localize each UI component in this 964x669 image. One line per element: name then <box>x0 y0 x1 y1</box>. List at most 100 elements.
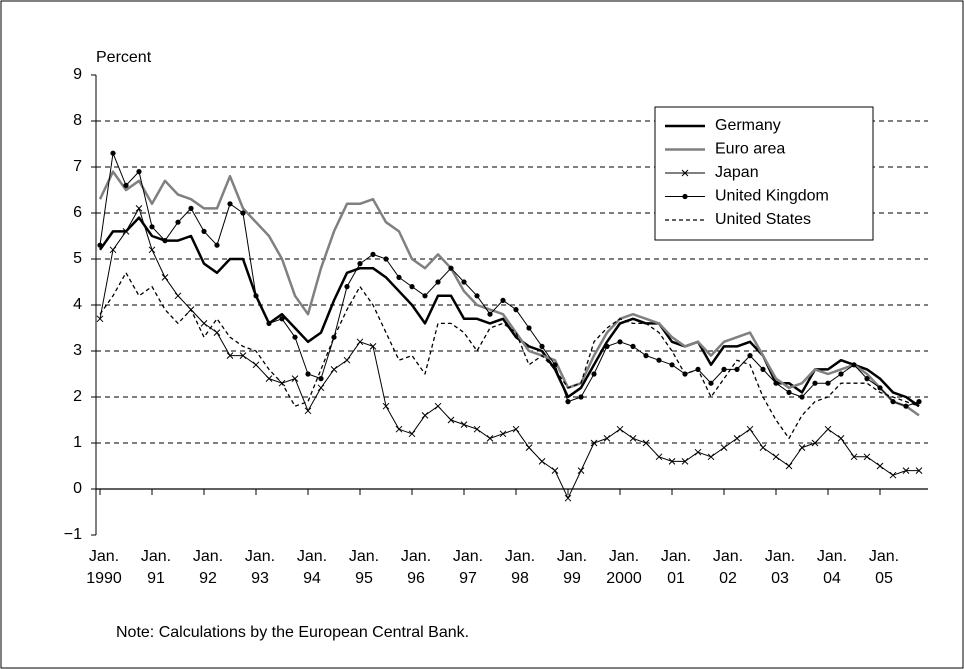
marker <box>785 462 793 470</box>
marker <box>174 292 182 300</box>
marker <box>708 380 714 386</box>
marker <box>786 389 792 395</box>
marker <box>486 435 494 442</box>
marker <box>525 444 533 451</box>
x-tick-label: Jan. 01 <box>661 548 691 587</box>
marker <box>643 353 649 359</box>
marker <box>408 430 416 438</box>
marker <box>161 274 169 281</box>
marker <box>292 334 298 340</box>
marker <box>863 453 871 461</box>
legend-label: United Kingdom <box>715 188 829 205</box>
x-tick-label: Jan. 04 <box>817 548 847 587</box>
marker <box>435 279 441 285</box>
marker <box>344 284 350 290</box>
marker <box>838 371 844 377</box>
marker <box>421 412 429 419</box>
line <box>98 170 920 417</box>
marker <box>760 366 766 372</box>
marker <box>798 444 806 451</box>
marker <box>265 375 273 382</box>
y-tick-label: 5 <box>73 250 82 267</box>
marker <box>825 380 831 386</box>
y-tick-label: 7 <box>73 158 82 175</box>
marker <box>343 356 351 364</box>
marker <box>824 425 832 433</box>
marker <box>266 320 272 326</box>
marker <box>356 338 364 346</box>
marker <box>629 435 637 442</box>
marker <box>694 448 702 456</box>
x-tick-label: Jan. 99 <box>557 548 587 587</box>
marker <box>148 246 156 254</box>
marker <box>109 246 117 254</box>
line <box>99 272 920 440</box>
marker <box>317 384 325 392</box>
line <box>99 152 920 407</box>
marker <box>890 399 896 405</box>
marker <box>409 284 415 290</box>
marker <box>96 315 104 323</box>
marker <box>447 416 455 424</box>
x-tick-label: Jan. 03 <box>765 548 795 587</box>
marker <box>590 439 598 447</box>
marker <box>279 316 285 322</box>
legend-label: United States <box>715 211 811 228</box>
marker <box>734 366 740 372</box>
y-tick-label: 3 <box>73 342 82 359</box>
marker <box>812 380 818 386</box>
marker <box>539 343 545 349</box>
marker <box>746 425 754 433</box>
y-tick-label: 6 <box>73 204 82 221</box>
marker <box>188 205 194 211</box>
marker <box>889 471 897 479</box>
marker <box>318 376 324 382</box>
marker <box>499 430 507 438</box>
marker <box>577 467 585 474</box>
marker <box>214 242 220 248</box>
series <box>98 170 920 417</box>
marker <box>656 357 662 363</box>
marker <box>538 458 546 465</box>
marker <box>304 407 312 415</box>
marker <box>864 376 870 382</box>
x-tick-label: Jan. 95 <box>349 548 379 587</box>
marker <box>915 467 923 474</box>
x-tick-label: Jan. 92 <box>193 548 223 587</box>
x-tick-label: Jan. 96 <box>401 548 431 587</box>
legend-label: Japan <box>715 164 759 181</box>
marker <box>395 425 403 433</box>
marker <box>149 224 155 230</box>
series <box>99 272 920 440</box>
marker <box>473 425 481 433</box>
x-tick-label: Jan. 97 <box>453 548 483 587</box>
marker <box>162 238 168 244</box>
marker <box>240 210 246 216</box>
marker <box>617 339 623 345</box>
marker <box>135 205 143 212</box>
legend-marker <box>681 169 689 177</box>
marker <box>655 453 663 461</box>
marker <box>331 334 337 340</box>
x-tick-label: Jan. 05 <box>869 548 899 587</box>
marker <box>201 228 207 234</box>
marker <box>200 320 208 327</box>
marker <box>461 279 467 285</box>
marker <box>707 453 715 461</box>
marker <box>591 371 597 377</box>
marker <box>474 293 480 299</box>
marker <box>369 343 377 350</box>
marker <box>512 425 520 433</box>
marker <box>811 439 819 447</box>
marker <box>136 169 142 175</box>
marker <box>720 444 728 451</box>
x-tick-label: Jan. 2000 <box>606 548 642 587</box>
marker <box>630 343 636 349</box>
x-tick-label: Jan. 98 <box>505 548 535 587</box>
marker <box>669 362 675 368</box>
marker <box>422 293 428 299</box>
marker <box>603 435 611 442</box>
marker <box>916 399 922 405</box>
marker <box>799 394 805 400</box>
